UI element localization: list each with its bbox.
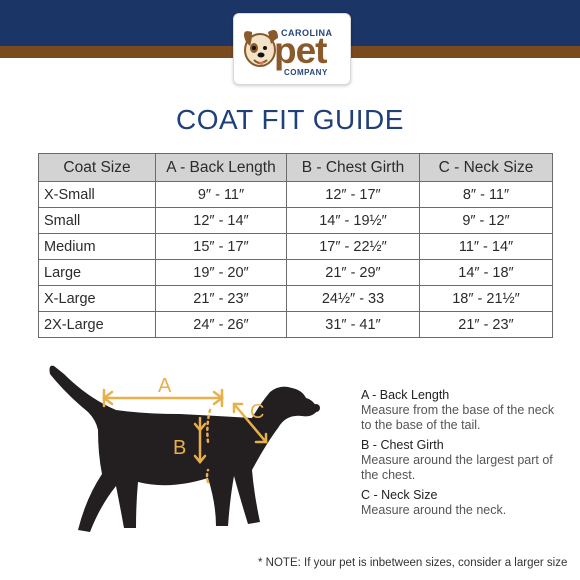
table-row: X-Large 21″ - 23″ 24½″ - 33 18″ - 21½″ — [38, 285, 553, 312]
size-cell: X-Large — [38, 285, 156, 312]
measurement-legend: A - Back Length Measure from the base of… — [361, 388, 561, 523]
logo-text-top: CAROLINA — [281, 28, 333, 38]
page-title: COAT FIT GUIDE — [176, 104, 404, 135]
table-row: 2X-Large 24″ - 26″ 31″ - 41″ 21″ - 23″ — [38, 311, 553, 338]
dog-silhouette — [49, 365, 320, 532]
neck-size-cell: 8″ - 11″ — [419, 181, 553, 208]
column-header-coat-size: Coat Size — [38, 153, 156, 182]
column-header-neck-size: C - Neck Size — [419, 153, 553, 182]
table-row: X-Small 9″ - 11″ 12″ - 17″ 8″ - 11″ — [38, 181, 553, 208]
back-length-cell: 12″ - 14″ — [155, 207, 287, 234]
measurement-guides — [101, 388, 268, 484]
legend-heading-back-length: A - Back Length — [361, 388, 450, 402]
label-c: C — [250, 401, 264, 423]
column-header-chest-girth: B - Chest Girth — [286, 153, 420, 182]
dog-measurement-diagram: A B C — [49, 365, 320, 532]
legend-heading-neck-size: C - Neck Size — [361, 488, 438, 502]
chest-girth-cell: 12″ - 17″ — [286, 181, 420, 208]
neck-size-cell: 9″ - 12″ — [419, 207, 553, 234]
neck-size-cell: 11″ - 14″ — [419, 233, 553, 260]
chest-girth-cell: 14″ - 19½″ — [286, 207, 420, 234]
dog-mascot-icon — [244, 30, 278, 67]
coat-fit-table: Coat Size A - Back Length B - Chest Girt… — [38, 153, 553, 338]
label-a: A — [158, 375, 172, 397]
chest-girth-cell: 24½″ - 33 — [286, 285, 420, 312]
size-cell: Medium — [38, 233, 156, 260]
size-cell: X-Small — [38, 181, 156, 208]
chest-girth-cell: 31″ - 41″ — [286, 311, 420, 338]
column-header-back-length: A - Back Length — [155, 153, 287, 182]
neck-size-cell: 18″ - 21½″ — [419, 285, 553, 312]
back-length-cell: 21″ - 23″ — [155, 285, 287, 312]
table-header-row: Coat Size A - Back Length B - Chest Girt… — [38, 153, 553, 182]
size-cell: 2X-Large — [38, 311, 156, 338]
legend-text-back-length: Measure from the base of the neck to the… — [361, 403, 555, 432]
logo-text-pet: pet — [274, 30, 327, 71]
back-length-cell: 9″ - 11″ — [155, 181, 287, 208]
back-length-cell: 19″ - 20″ — [155, 259, 287, 286]
logo-text-bottom: COMPANY — [284, 68, 328, 77]
table-row: Large 19″ - 20″ 21″ - 29″ 14″ - 18″ — [38, 259, 553, 286]
size-note: * NOTE: If your pet is inbetween sizes, … — [258, 557, 568, 569]
brand-logo: CAROLINA pet COMPANY — [233, 13, 351, 85]
back-length-cell: 15″ - 17″ — [155, 233, 287, 260]
table-row: Medium 15″ - 17″ 17″ - 22½″ 11″ - 14″ — [38, 233, 553, 260]
neck-size-cell: 14″ - 18″ — [419, 259, 553, 286]
chest-girth-cell: 17″ - 22½″ — [286, 233, 420, 260]
table-row: Small 12″ - 14″ 14″ - 19½″ 9″ - 12″ — [38, 207, 553, 234]
legend-text-chest-girth: Measure around the largest part of the c… — [361, 453, 553, 482]
label-b: B — [173, 437, 186, 459]
size-cell: Small — [38, 207, 156, 234]
legend-heading-chest-girth: B - Chest Girth — [361, 438, 444, 452]
chest-girth-cell: 21″ - 29″ — [286, 259, 420, 286]
size-cell: Large — [38, 259, 156, 286]
neck-size-cell: 21″ - 23″ — [419, 311, 553, 338]
back-length-cell: 24″ - 26″ — [155, 311, 287, 338]
legend-text-neck-size: Measure around the neck. — [361, 503, 507, 517]
